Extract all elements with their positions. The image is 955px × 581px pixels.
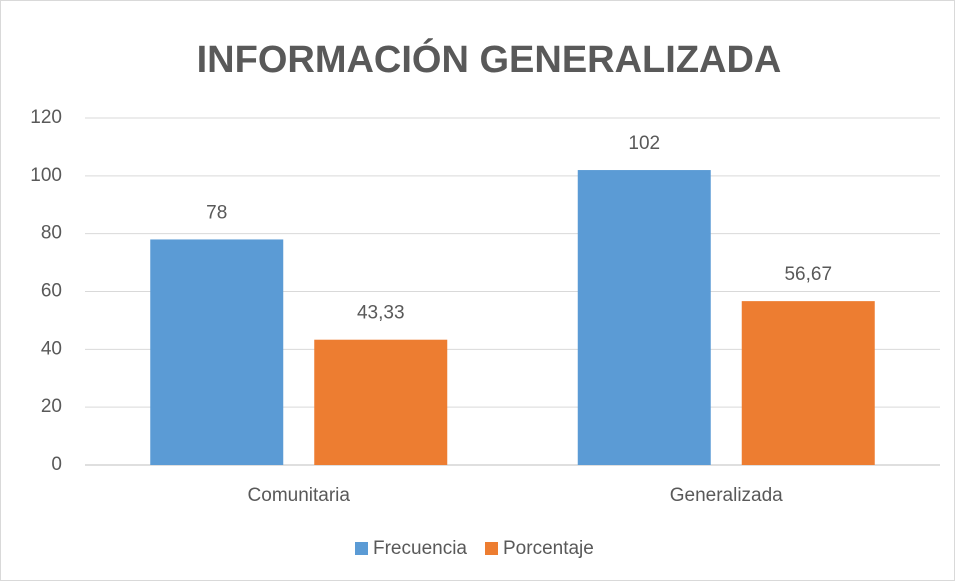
legend-swatch xyxy=(485,542,498,555)
bar xyxy=(741,301,875,465)
y-tick-label: 120 xyxy=(30,107,62,128)
legend-label: Frecuencia xyxy=(373,538,467,559)
bar xyxy=(577,170,711,466)
data-label: 56,67 xyxy=(784,264,832,285)
bar xyxy=(150,239,284,465)
y-tick-label: 80 xyxy=(41,223,62,244)
legend-label: Porcentaje xyxy=(503,538,594,559)
bar xyxy=(314,339,448,465)
y-tick-label: 40 xyxy=(41,338,62,359)
y-tick-label: 20 xyxy=(41,396,62,417)
data-label: 102 xyxy=(628,133,660,154)
x-tick-label: Comunitaria xyxy=(248,485,351,506)
y-tick-label: 100 xyxy=(30,165,62,186)
x-tick-label: Generalizada xyxy=(670,485,783,506)
y-tick-label: 0 xyxy=(51,454,62,475)
data-label: 43,33 xyxy=(357,303,405,324)
legend-swatch xyxy=(355,542,368,555)
y-tick-label: 60 xyxy=(41,281,62,302)
data-label: 78 xyxy=(206,202,227,223)
chart-title: INFORMACIÓN GENERALIZADA xyxy=(197,37,782,81)
